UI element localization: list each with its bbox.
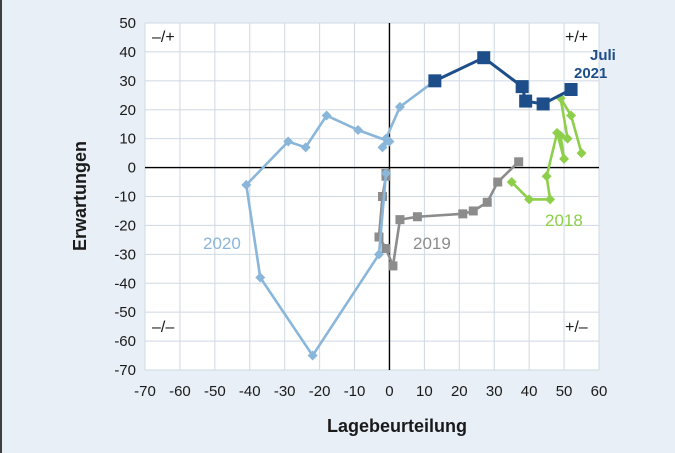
data-point [545,194,556,205]
x-tick-label: -70 [134,383,156,400]
series-layer [241,51,587,361]
x-axis-title: Lagebeurteilung [327,416,467,436]
x-tick-label: -30 [274,383,296,400]
data-point [373,249,384,260]
data-point [564,83,578,97]
data-point [353,124,364,135]
data-point [536,97,550,111]
data-point [388,261,398,271]
data-point [395,215,405,225]
data-point [300,142,311,153]
y-tick-label: 20 [119,102,136,119]
y-tick-label: 0 [128,160,136,177]
x-tick-label: 30 [486,383,503,400]
data-point [377,142,388,153]
data-point [541,171,552,182]
data-point [377,192,387,201]
y-axis-title: Erwartungen [70,141,90,251]
data-point [380,133,391,144]
data-point [283,136,294,147]
series-current [428,51,578,111]
x-tick-label: -40 [239,383,261,400]
y-tick-label: 50 [119,15,136,32]
y-tick-label: -10 [114,189,136,206]
data-point [307,350,318,361]
x-tick-label: -20 [309,383,331,400]
annotation-line-1: Juli [590,47,616,64]
x-tick-label: 40 [521,383,538,400]
series-2018 [506,93,587,205]
data-point [458,209,468,219]
data-point [394,101,405,112]
data-point [477,51,491,65]
data-point [381,244,391,254]
series-label-2018: 2018 [545,211,583,230]
x-tick-label: 60 [591,383,608,400]
y-tick-label: -30 [114,246,136,263]
quadrant-label-bottom-left: –/– [152,319,174,336]
y-tick-label: 10 [119,131,136,148]
data-point [514,157,524,167]
data-point [493,177,503,187]
data-point [519,94,533,108]
series-label-2020: 2020 [203,234,241,253]
quadrant-label-top-left: –/+ [152,29,175,46]
panel-border [0,0,2,453]
y-tick-label: 30 [119,73,136,90]
data-point [552,127,563,138]
y-tick-label: -60 [114,333,136,350]
x-tick-label: 0 [385,383,393,400]
data-point [566,110,577,121]
x-tick-label: -50 [204,383,226,400]
series-label-2019: 2019 [413,234,451,253]
annotation-line-2: 2021 [574,65,607,82]
quadrant-label-bottom-right: +/– [565,319,588,336]
data-point [506,177,517,188]
y-tick-label: -20 [114,217,136,234]
data-point [255,272,266,283]
data-point [374,232,384,242]
data-point [482,197,492,207]
data-point [559,153,570,164]
x-tick-label: 20 [451,383,468,400]
y-tick-label: -50 [114,304,136,321]
data-point [576,148,587,159]
data-point [412,212,422,222]
x-tick-label: -60 [169,383,191,400]
x-tick-label: -10 [344,383,366,400]
data-point [515,80,529,94]
data-point [524,194,535,205]
axes [145,23,599,370]
data-point [321,110,332,121]
data-point [380,168,391,179]
x-tick-label: 50 [556,383,573,400]
data-point [241,179,252,190]
data-point [468,206,478,216]
y-tick-label: 40 [119,44,136,61]
y-tick-label: -40 [114,275,136,292]
y-tick-label: -70 [114,362,136,379]
data-point [428,74,442,88]
tick-labels: -70 -60 -50 -40 -30 -20 -10 0 10 20 30 40 50 60 50 40 30… [114,15,607,400]
quadrant-label-top-right: +/+ [565,29,588,46]
x-tick-label: 10 [416,383,433,400]
